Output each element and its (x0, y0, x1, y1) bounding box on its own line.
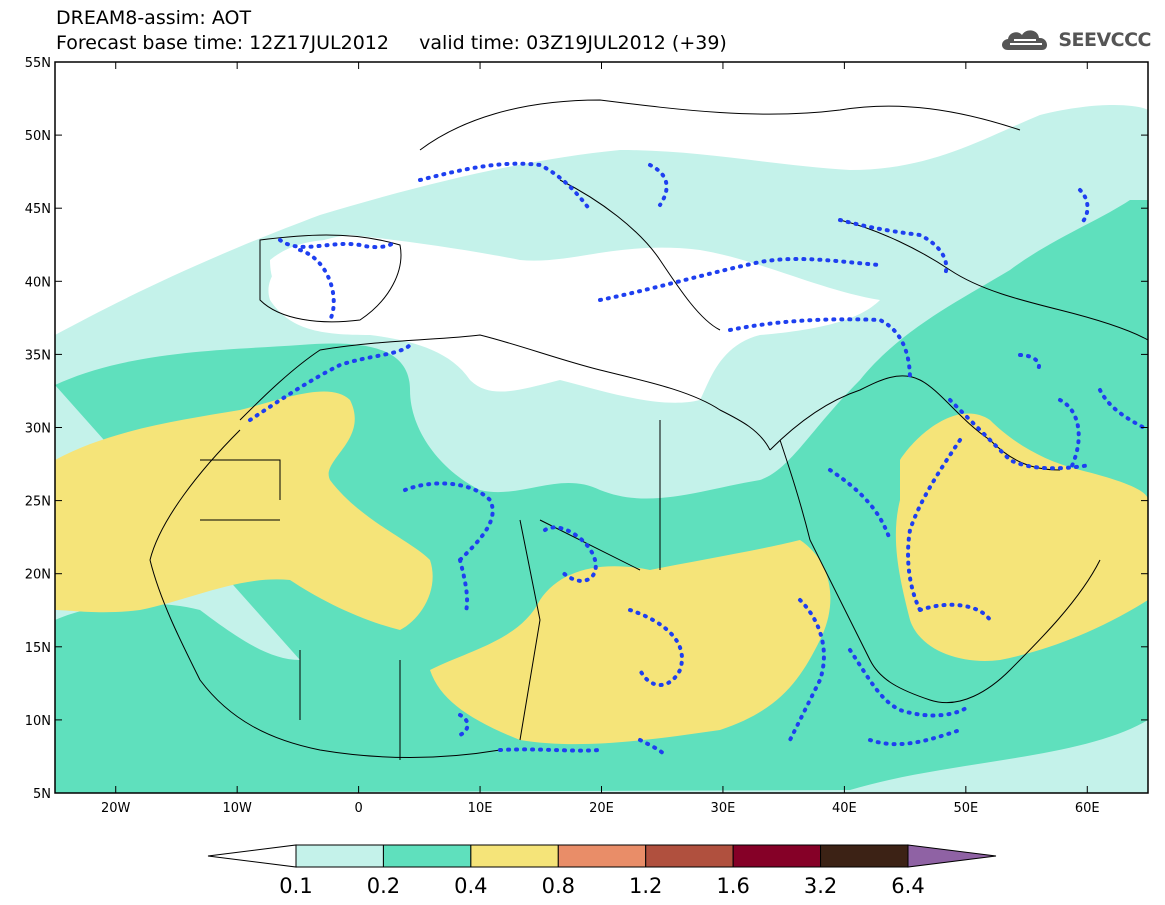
lon-tick-label: 30E (711, 801, 736, 816)
logo-text: SEEVCCC (1058, 29, 1151, 51)
aot-clear-west (270, 239, 393, 321)
lat-tick-label: 45N (25, 202, 51, 217)
cloud-icon (1002, 30, 1048, 50)
colorbar-swatch (382, 844, 472, 868)
lat-tick-label: 15N (25, 641, 51, 656)
lat-tick-label: 30N (25, 422, 51, 437)
colorbar-label: 1.2 (629, 874, 662, 898)
lon-tick-label: 0 (354, 801, 362, 816)
colorbar-swatch (470, 844, 559, 868)
lon-tick-label: 60E (1075, 801, 1100, 816)
lat-tick-label: 10N (25, 714, 51, 729)
colorbar-label: 3.2 (804, 874, 837, 898)
lat-tick-label: 35N (25, 348, 51, 363)
lat-tick-label: 40N (25, 275, 51, 290)
coastlines-and-borders (149, 99, 1148, 760)
lat-tick-label: 5N (33, 787, 51, 802)
lat-tick-label: 55N (25, 56, 51, 71)
colorbar-swatch (645, 844, 734, 868)
colorbar-label: 0.2 (367, 874, 400, 898)
aot-clear-mediterranean (268, 235, 880, 403)
forecast-times: Forecast base time: 12Z17JUL2012 valid t… (56, 32, 727, 54)
lon-tick-label: 50E (953, 801, 978, 816)
aot-band-0.4-0.8-sahel (430, 540, 831, 745)
lat-tick-label: 20N (25, 568, 51, 583)
aot-band-0.4-0.8-arabia (895, 413, 1148, 661)
colorbar-label: 6.4 (891, 874, 924, 898)
lat-tick-label: 25N (25, 495, 51, 510)
lon-tick-label: 20W (101, 801, 131, 816)
lon-tick-label: 20E (589, 801, 614, 816)
colorbar-label: 1.6 (716, 874, 749, 898)
colorbar-swatch (207, 844, 297, 868)
colorbar-label: 0.8 (542, 874, 575, 898)
colorbar-label: 0.4 (454, 874, 487, 898)
lon-tick-label: 40E (832, 801, 857, 816)
colorbar-swatch (907, 844, 997, 868)
colorbar-swatch (820, 844, 909, 868)
aot-isolines (248, 161, 1148, 757)
aot-band-0.4-0.8-west (55, 391, 433, 630)
colorbar-swatch (557, 844, 647, 868)
axis-ticks: 55N 50N 45N 40N 35N 30N 25N 20N 15N 10N 5N 20W 10W 0 1… (25, 56, 1148, 816)
colorbar-label: 0.1 (279, 874, 312, 898)
colorbar-swatch (295, 844, 384, 868)
lat-tick-label: 50N (25, 129, 51, 144)
lon-tick-label: 10W (222, 801, 252, 816)
seevccc-logo: SEEVCCC (998, 26, 1151, 54)
lon-tick-label: 10E (468, 801, 493, 816)
map-title: DREAM8-assim: AOT (56, 7, 252, 29)
colorbar-swatch (732, 844, 822, 868)
